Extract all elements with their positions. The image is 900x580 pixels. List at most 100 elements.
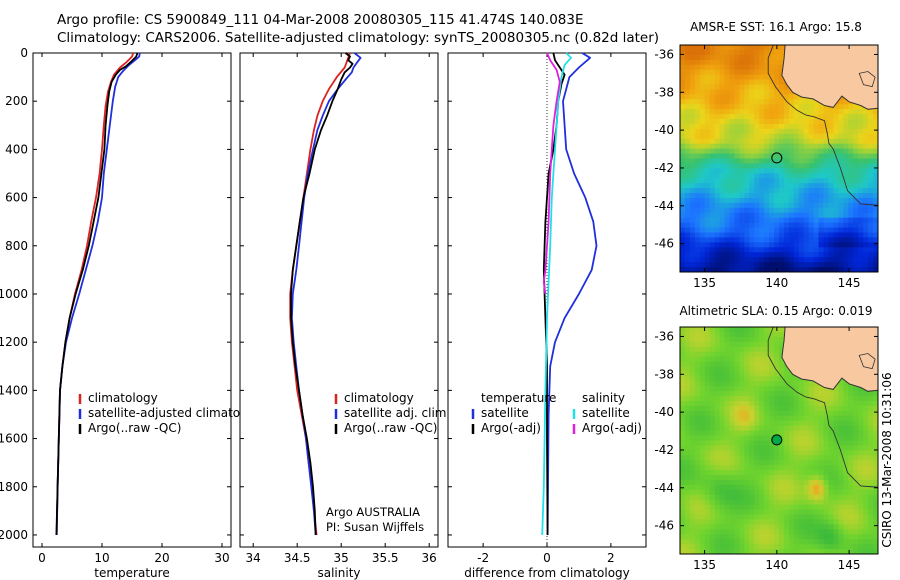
heatmap-cell (709, 445, 716, 451)
heatmap-cell (868, 168, 874, 174)
heatmap-cell (848, 237, 854, 243)
heatmap-cell (818, 425, 824, 432)
heatmap-cell (783, 425, 790, 432)
heatmap-cell (724, 391, 730, 397)
heatmap-cell (863, 460, 869, 466)
heatmap-cell (689, 331, 696, 338)
heatmap-cell (744, 267, 750, 272)
heatmap-cell (788, 539, 795, 545)
heatmap-cell (863, 504, 869, 510)
heatmap-cell (769, 391, 775, 397)
heatmap-cell (749, 104, 755, 110)
heatmap-cell (764, 153, 770, 159)
heatmap-cell (868, 484, 874, 491)
heatmap-cell (684, 514, 691, 520)
heatmap-cell (858, 544, 864, 550)
heatmap-cell (754, 188, 760, 194)
heatmap-cell (863, 247, 869, 253)
heatmap-cell (868, 193, 874, 199)
heatmap-cell (793, 544, 800, 550)
heatmap-cell (764, 401, 770, 407)
heatmap-cell (714, 109, 720, 115)
heatmap-cell (729, 484, 735, 491)
heatmap-cell (853, 445, 859, 451)
map-x-tick-label: 135 (693, 276, 716, 290)
sla-coastline (781, 327, 878, 392)
heatmap-cell (759, 430, 765, 436)
heatmap-cell (769, 257, 775, 263)
heatmap-cell (823, 247, 829, 253)
heatmap-cell (719, 450, 725, 456)
heatmap-cell (724, 494, 730, 501)
heatmap-cell (689, 79, 696, 85)
heatmap-cell (694, 455, 701, 461)
heatmap-cell (729, 45, 735, 51)
heatmap-cell (734, 49, 740, 56)
heatmap-cell (709, 401, 716, 407)
heatmap-cell (704, 59, 711, 66)
heatmap-cell (714, 386, 720, 392)
heatmap-cell (714, 104, 720, 110)
heatmap-cell (853, 455, 859, 461)
heatmap-cell (813, 509, 819, 515)
heatmap-cell (729, 69, 735, 75)
heatmap-cell (704, 227, 711, 233)
heatmap-cell (684, 123, 691, 130)
heatmap-cell (803, 188, 810, 194)
heatmap-cell (779, 440, 785, 446)
heatmap-cell (853, 212, 859, 219)
heatmap-cell (764, 217, 770, 224)
heatmap-cell (828, 465, 834, 471)
heatmap-cell (694, 366, 701, 372)
heatmap-cell (719, 376, 725, 382)
heatmap-cell (689, 504, 696, 510)
heatmap-cell (744, 178, 750, 184)
heatmap-cell (838, 217, 844, 224)
heatmap-cell (858, 460, 864, 466)
heatmap-cell (719, 366, 725, 372)
heatmap-cell (833, 415, 839, 422)
heatmap-cell (868, 188, 874, 194)
heatmap-cell (813, 109, 819, 115)
heatmap-cell (689, 549, 696, 554)
heatmap-cell (719, 489, 725, 496)
heatmap-cell (724, 327, 730, 333)
heatmap-cell (843, 430, 849, 436)
heatmap-cell (833, 386, 839, 392)
heatmap-cell (774, 465, 780, 471)
heatmap-cell (709, 69, 716, 75)
heatmap-cell (873, 494, 878, 501)
heatmap-cell (759, 247, 765, 253)
heatmap-cell (823, 252, 829, 258)
heatmap-cell (754, 94, 760, 100)
heatmap-cell (719, 94, 725, 100)
heatmap-cell (684, 168, 691, 174)
heatmap-cell (858, 489, 864, 496)
heatmap-cell (749, 64, 755, 71)
heatmap-cell (793, 509, 800, 515)
heatmap-cell (774, 158, 780, 164)
heatmap-cell (729, 183, 735, 189)
heatmap-cell (744, 484, 750, 491)
heatmap-cell (749, 514, 755, 520)
heatmap-cell (843, 386, 849, 392)
heatmap-cell (873, 524, 878, 530)
heatmap-cell (689, 484, 696, 491)
heatmap-cell (714, 479, 720, 486)
heatmap-cell (788, 391, 795, 397)
heatmap-cell (843, 247, 849, 253)
heatmap-cell (843, 455, 849, 461)
heatmap-cell (744, 499, 750, 506)
legend-label: Argo(..raw -QC) (344, 421, 437, 435)
heatmap-cell (838, 188, 844, 194)
heatmap-cell (803, 509, 810, 515)
heatmap-cell (769, 217, 775, 224)
heatmap-cell (719, 544, 725, 550)
heatmap-cell (843, 252, 849, 258)
heatmap-cell (724, 242, 730, 248)
heatmap-cell (749, 484, 755, 491)
heatmap-cell (764, 361, 770, 367)
heatmap-cell (704, 168, 711, 174)
heatmap-cell (739, 356, 745, 362)
heatmap-cell (823, 529, 829, 535)
